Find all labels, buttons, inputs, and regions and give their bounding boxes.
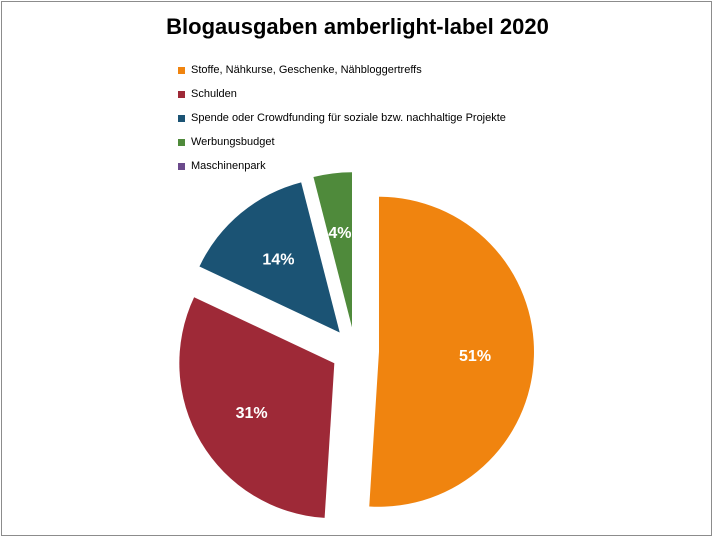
- legend-item: Stoffe, Nähkurse, Geschenke, Nähbloggert…: [178, 58, 506, 82]
- pie-slice-spende-oder-crowdfunding-f-r-s: [199, 182, 340, 333]
- legend-swatch: [178, 138, 185, 146]
- data-label: 51%: [459, 348, 491, 365]
- legend-item: Maschinenpark: [178, 154, 506, 178]
- legend-label: Spende oder Crowdfunding für soziale bzw…: [191, 112, 506, 124]
- pie-slice-werbungsbudget: [313, 172, 352, 328]
- legend-swatch: [178, 162, 185, 170]
- legend-swatch: [178, 114, 185, 122]
- data-label: 4%: [328, 225, 351, 242]
- pie-slice-stoffe-n-hkurse-geschenke-n-hb: [369, 196, 534, 507]
- legend-swatch: [178, 90, 185, 98]
- legend-item: Werbungsbudget: [178, 130, 506, 154]
- chart-title: Blogausgaben amberlight-label 2020: [166, 14, 549, 39]
- legend-label: Schulden: [191, 88, 237, 100]
- legend-swatch: [178, 66, 185, 74]
- legend-item: Spende oder Crowdfunding für soziale bzw…: [178, 106, 506, 130]
- data-label: 31%: [236, 405, 268, 422]
- legend-item: Schulden: [178, 82, 506, 106]
- legend: Stoffe, Nähkurse, Geschenke, Nähbloggert…: [178, 58, 506, 178]
- legend-label: Werbungsbudget: [191, 136, 275, 148]
- pie-slice-schulden: [179, 297, 335, 518]
- legend-label: Stoffe, Nähkurse, Geschenke, Nähbloggert…: [191, 64, 422, 76]
- data-label: 14%: [262, 251, 294, 268]
- legend-label: Maschinenpark: [191, 160, 266, 172]
